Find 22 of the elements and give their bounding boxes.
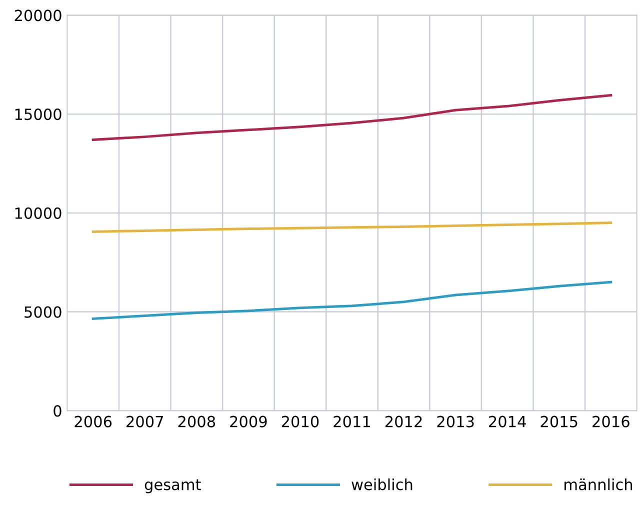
legend-label: männlich xyxy=(564,478,632,490)
y-tick-label: 20000 xyxy=(14,10,62,22)
line-series xyxy=(92,280,612,320)
legend-label: weiblich xyxy=(352,478,412,490)
x-tick-label: 2007 xyxy=(126,416,164,428)
y-tick-label: 0 xyxy=(54,405,62,417)
x-tick-label: 2013 xyxy=(437,416,474,428)
legend-label: gesamt xyxy=(144,479,201,494)
x-tick-label: 2008 xyxy=(178,416,216,428)
x-tick-label: 2009 xyxy=(230,416,267,428)
y-tick-label: 10000 xyxy=(15,207,62,219)
y-tick-label: 15000 xyxy=(15,108,62,120)
x-tick-label: 2016 xyxy=(592,416,630,428)
x-tick-label: 2014 xyxy=(489,416,526,428)
line-series xyxy=(92,222,612,233)
x-tick-label: 2010 xyxy=(282,416,319,428)
x-tick-label: 2012 xyxy=(385,416,422,428)
y-tick-label: 5000 xyxy=(24,306,62,318)
line-series xyxy=(92,94,612,142)
x-tick-label: 2006 xyxy=(74,416,112,428)
x-tick-label: 2011 xyxy=(334,416,370,428)
x-tick-label: 2015 xyxy=(540,416,578,428)
